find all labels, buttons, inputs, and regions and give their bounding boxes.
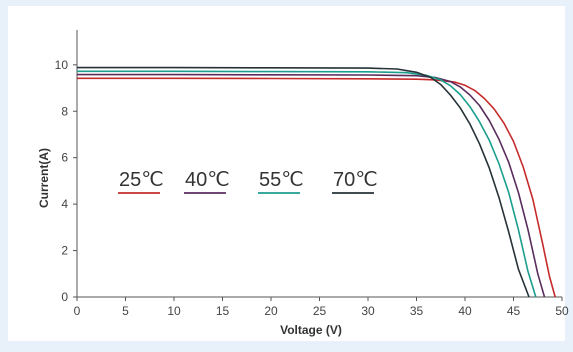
y-axis-label: Current(A): [37, 148, 51, 208]
x-tick-label: 45: [507, 304, 521, 318]
x-tick-label: 15: [216, 304, 230, 318]
x-tick-label: 40: [458, 304, 472, 318]
series-line: [77, 70, 537, 298]
legend-label: 70℃: [333, 169, 378, 191]
y-tick-label: 10: [55, 58, 69, 72]
x-tick-label: 10: [167, 304, 181, 318]
y-tick-label: 4: [61, 197, 68, 211]
x-tick-label: 30: [361, 304, 375, 318]
y-tick-label: 8: [61, 104, 68, 118]
legend-label: 40℃: [185, 169, 230, 191]
x-tick-label: 0: [74, 304, 81, 318]
x-axis-label: Voltage (V): [280, 323, 342, 337]
x-tick-label: 20: [264, 304, 278, 318]
y-tick-label: 0: [61, 290, 68, 304]
series-line: [77, 66, 530, 298]
y-tick-label: 2: [61, 244, 68, 258]
x-tick-label: 35: [410, 304, 424, 318]
x-tick-label: 25: [313, 304, 327, 318]
series-lines: [77, 66, 556, 298]
series-line: [77, 73, 546, 298]
x-tick-label: 5: [122, 304, 129, 318]
series-line: [77, 77, 556, 298]
legend-label: 25℃: [119, 169, 164, 191]
legend: 25℃ 40℃ 55℃ 70℃: [118, 169, 378, 194]
legend-label: 55℃: [259, 169, 304, 191]
plot-panel: [8, 6, 565, 341]
x-tick-label: 50: [555, 304, 569, 318]
y-tick-label: 6: [61, 151, 68, 165]
axes: 0 5 10 15 20 25 30 35 40 45 50 0 2 4 6 8 10: [55, 30, 569, 318]
